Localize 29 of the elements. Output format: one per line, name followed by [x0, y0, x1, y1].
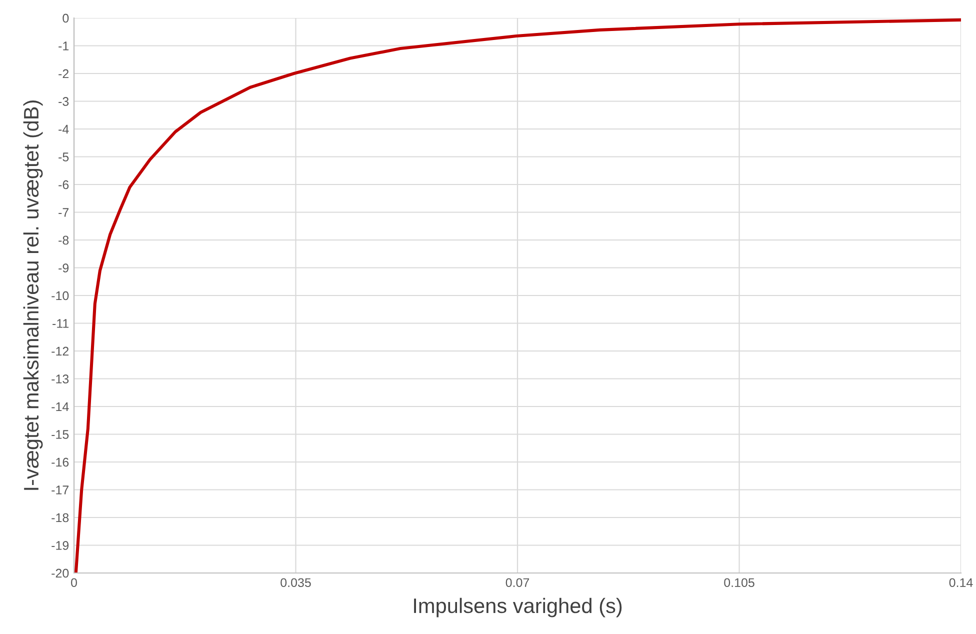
y-tick-label: -9: [58, 264, 69, 272]
y-tick-label: -19: [52, 541, 69, 550]
x-tick-label: 0.105: [724, 578, 754, 588]
y-tick-label: 0: [62, 14, 69, 23]
y-tick-label: -2: [58, 69, 69, 78]
line-series: [74, 18, 961, 573]
y-tick-label: -3: [58, 97, 69, 106]
x-tick-label: 0: [71, 578, 77, 588]
y-tick-label: -11: [52, 319, 69, 328]
y-tick-label: -15: [52, 430, 69, 439]
y-tick-label: -5: [58, 152, 69, 162]
y-tick-label: -16: [52, 458, 69, 467]
y-tick-label: -13: [52, 374, 69, 384]
y-tick-label: -10: [52, 291, 69, 300]
y-tick-label: -7: [58, 208, 69, 217]
y-tick-label: -17: [52, 486, 69, 494]
y-tick-label: -4: [58, 124, 69, 134]
y-tick-label: -8: [58, 236, 69, 245]
y-tick-label: -6: [58, 180, 69, 190]
x-tick-label: 0.035: [280, 578, 311, 588]
y-tick-label: -14: [52, 402, 69, 412]
y-tick-label: -1: [58, 42, 69, 50]
y-tick-label: -18: [52, 513, 69, 522]
x-tick-label: 0.07: [506, 578, 530, 588]
y-tick-label: -12: [52, 346, 69, 356]
x-axis-title: Impulsens varighed (s): [414, 598, 622, 618]
x-tick-label: 0.14: [949, 578, 973, 588]
y-axis-title: I-vægtet maksimalniveau rel. uvægtet (dB): [23, 100, 43, 490]
y-tick-label: -20: [52, 568, 69, 578]
